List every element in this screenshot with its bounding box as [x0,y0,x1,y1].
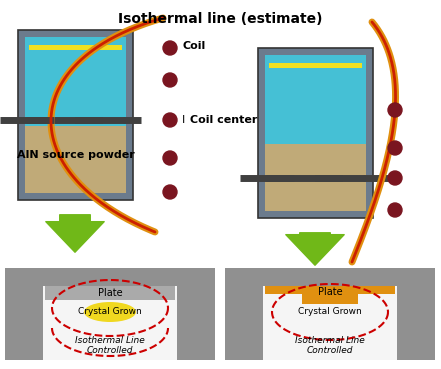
Bar [25,37,126,126]
Text: Plate: Plate [98,288,122,298]
Circle shape [163,185,177,199]
Circle shape [388,203,402,217]
Bar [302,294,358,304]
Text: Isothermal line (estimate): Isothermal line (estimate) [118,12,322,26]
Text: Crystal Grown: Crystal Grown [78,307,142,317]
Circle shape [163,113,177,127]
Text: Crystal Grown: Crystal Grown [298,307,362,317]
Bar [177,286,215,360]
Bar [29,45,122,50]
Text: Isothermal Line
Controlled: Isothermal Line Controlled [75,335,145,355]
Bar [5,268,215,286]
Ellipse shape [84,302,136,322]
Text: Coil: Coil [182,41,205,51]
Bar [265,55,366,144]
Text: I: I [182,115,185,125]
Circle shape [388,103,402,117]
Bar [263,286,397,360]
Circle shape [388,171,402,185]
Bar [45,286,175,300]
Bar [265,144,366,211]
Text: AlN source powder: AlN source powder [17,150,135,160]
Bar [5,286,43,360]
Bar [258,48,373,218]
Bar [265,286,395,294]
Bar [397,286,435,360]
Bar [43,286,177,360]
Bar [225,268,435,286]
Text: Coil center: Coil center [190,115,258,125]
Bar [225,286,263,360]
Text: Plate: Plate [318,287,342,297]
Text: Isothermal Line
Controlled: Isothermal Line Controlled [295,335,365,355]
Bar [25,126,126,193]
Bar [269,63,362,68]
FancyArrowPatch shape [286,233,344,265]
Circle shape [163,73,177,87]
Bar [18,30,133,200]
Circle shape [388,141,402,155]
FancyArrowPatch shape [46,215,104,252]
Circle shape [163,41,177,55]
Circle shape [163,151,177,165]
